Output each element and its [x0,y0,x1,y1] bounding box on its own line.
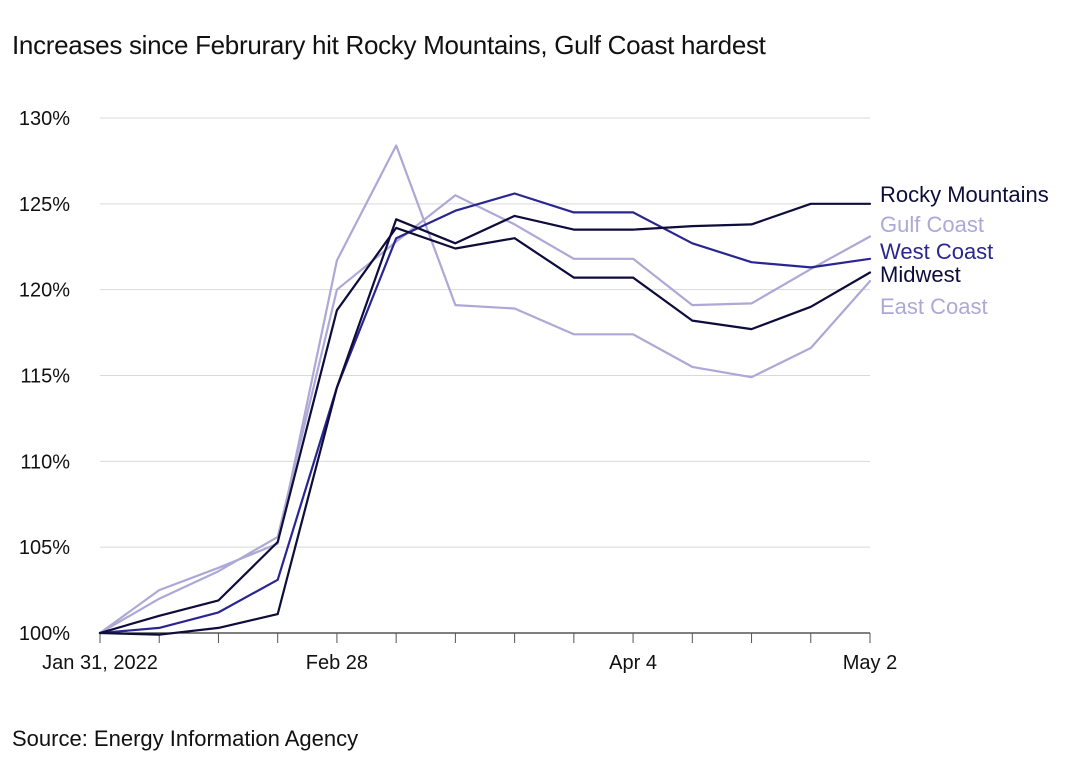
series-label-gulf-coast: Gulf Coast [880,212,984,237]
y-tick-label: 130% [19,108,70,130]
y-axis-labels: 100% 105% 110% 115% 120% 125% 130% [19,108,70,645]
series-label-east-coast: East Coast [880,294,988,319]
x-tick-label: Jan 31, 2022 [42,652,158,674]
series-line-midwest [98,226,872,635]
series-line-gulf-coast [98,194,872,635]
x-tick-label: Feb 28 [306,652,368,674]
y-tick-label: 110% [20,451,70,473]
series-label-midwest: Midwest [880,262,961,287]
x-tick-label: May 2 [843,652,897,674]
x-axis: Jan 31, 2022 Feb 28 Apr 4 May 2 [42,633,897,674]
series-label-rocky-mountains: Rocky Mountains [880,182,1049,207]
series-line-west-coast [98,192,872,635]
y-tick-label: 115% [20,366,70,388]
series-line-rocky-mountains [98,202,872,636]
source-note: Source: Energy Information Agency [12,726,359,751]
y-tick-label: 100% [19,623,70,645]
y-tick-label: 120% [19,280,70,302]
series-line-east-coast [98,144,872,635]
series-label-west-coast: West Coast [880,239,993,264]
series-lines [98,144,872,636]
y-tick-label: 105% [19,537,70,559]
y-tick-label: 125% [19,194,70,216]
chart-title: Increases since Februrary hit Rocky Moun… [12,30,766,60]
x-tick-label: Apr 4 [609,652,657,674]
gridlines [100,117,870,634]
